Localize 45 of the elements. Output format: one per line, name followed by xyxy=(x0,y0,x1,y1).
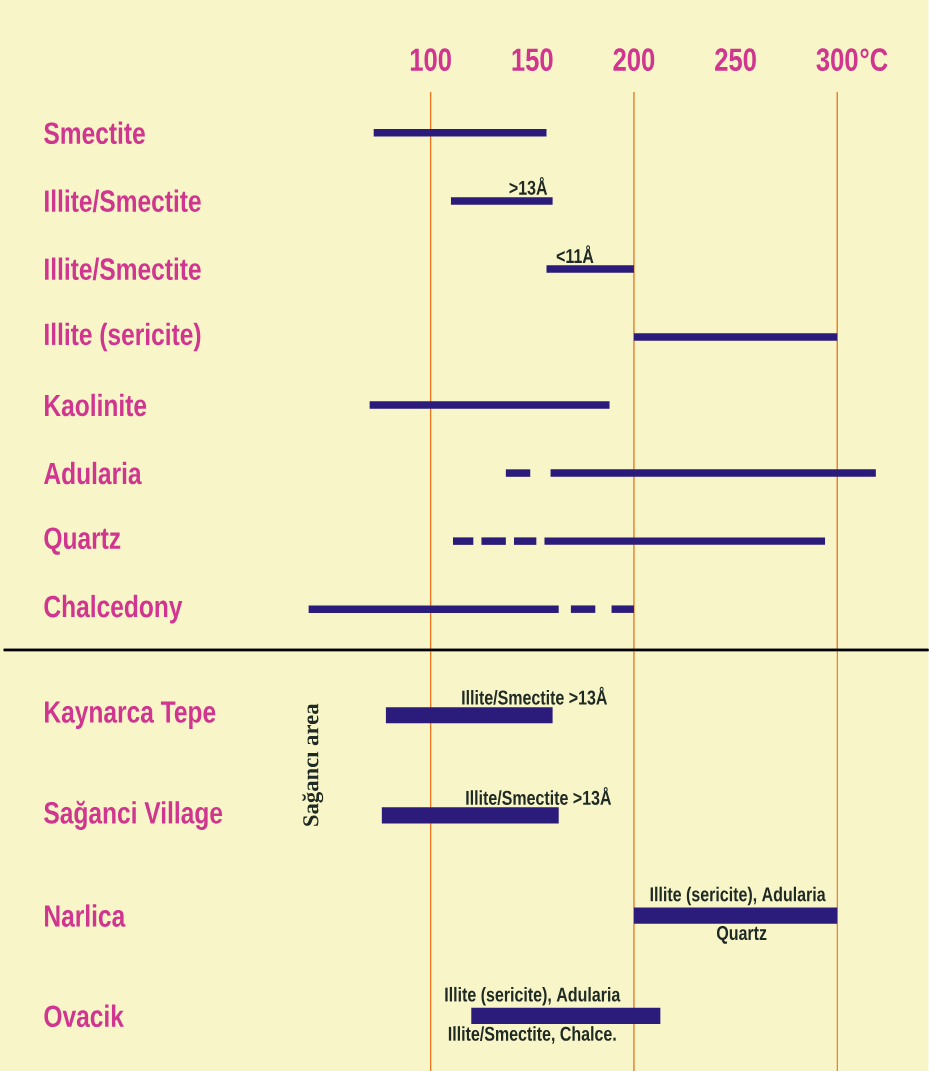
bar xyxy=(369,401,610,409)
bar xyxy=(514,537,537,545)
x-tick-label: 100 xyxy=(411,48,452,71)
y-tick-label: Adularia xyxy=(44,461,142,485)
bar xyxy=(550,469,876,477)
y-tick-label: Chalcedony xyxy=(44,594,183,624)
bar xyxy=(373,129,547,137)
y-tick-label: Quartz xyxy=(44,527,121,555)
bar xyxy=(571,605,596,613)
bar xyxy=(451,197,553,205)
y-tick-label: Illite/Smectite xyxy=(45,257,201,281)
bar xyxy=(634,907,838,924)
x-tick-label: 250 xyxy=(715,48,757,71)
bar xyxy=(544,537,826,545)
y-tick-label: Illite (sericite) xyxy=(45,322,201,352)
y-tick-label: Narlica xyxy=(45,904,126,927)
y-tick-label: Kaolinite xyxy=(45,393,147,417)
x-tick-label: 300 xyxy=(816,48,858,72)
y-tick-label: Sağanci Village xyxy=(44,800,223,830)
y-tick-label: Ovacik xyxy=(44,1004,125,1028)
annotation: Illite/Smectite >13Å xyxy=(466,787,612,806)
annotation: Illite (sericite), Adularia xyxy=(445,986,621,1006)
bar xyxy=(546,265,635,273)
bar xyxy=(381,807,559,824)
y-tick-label: Illite/Smectite xyxy=(45,189,201,213)
y-tick-label: Smectite xyxy=(44,121,145,145)
annotation: Quartz xyxy=(717,925,767,944)
annotation: >13Å xyxy=(509,177,548,195)
x-tick-label: 200 xyxy=(613,48,655,71)
annotation: <11Å xyxy=(556,245,594,263)
bar xyxy=(634,333,838,341)
bar xyxy=(308,605,559,613)
annotation: Illite/Smectite, Chalce. xyxy=(449,1026,616,1044)
bar xyxy=(471,1007,661,1024)
y-tick-label: Kaynarca Tepe xyxy=(45,701,216,729)
x-tick-label: 150 xyxy=(512,48,553,71)
x-axis-title: °C xyxy=(860,48,888,71)
bar xyxy=(453,537,474,545)
bar xyxy=(481,537,506,545)
bar xyxy=(505,469,531,477)
bar xyxy=(386,707,553,724)
annotation: Illite/Smectite >13Å xyxy=(462,686,608,705)
annotation: Sağancı area xyxy=(302,703,324,826)
annotation: Illite (sericite), Adularia xyxy=(650,886,826,906)
bar xyxy=(611,605,635,613)
